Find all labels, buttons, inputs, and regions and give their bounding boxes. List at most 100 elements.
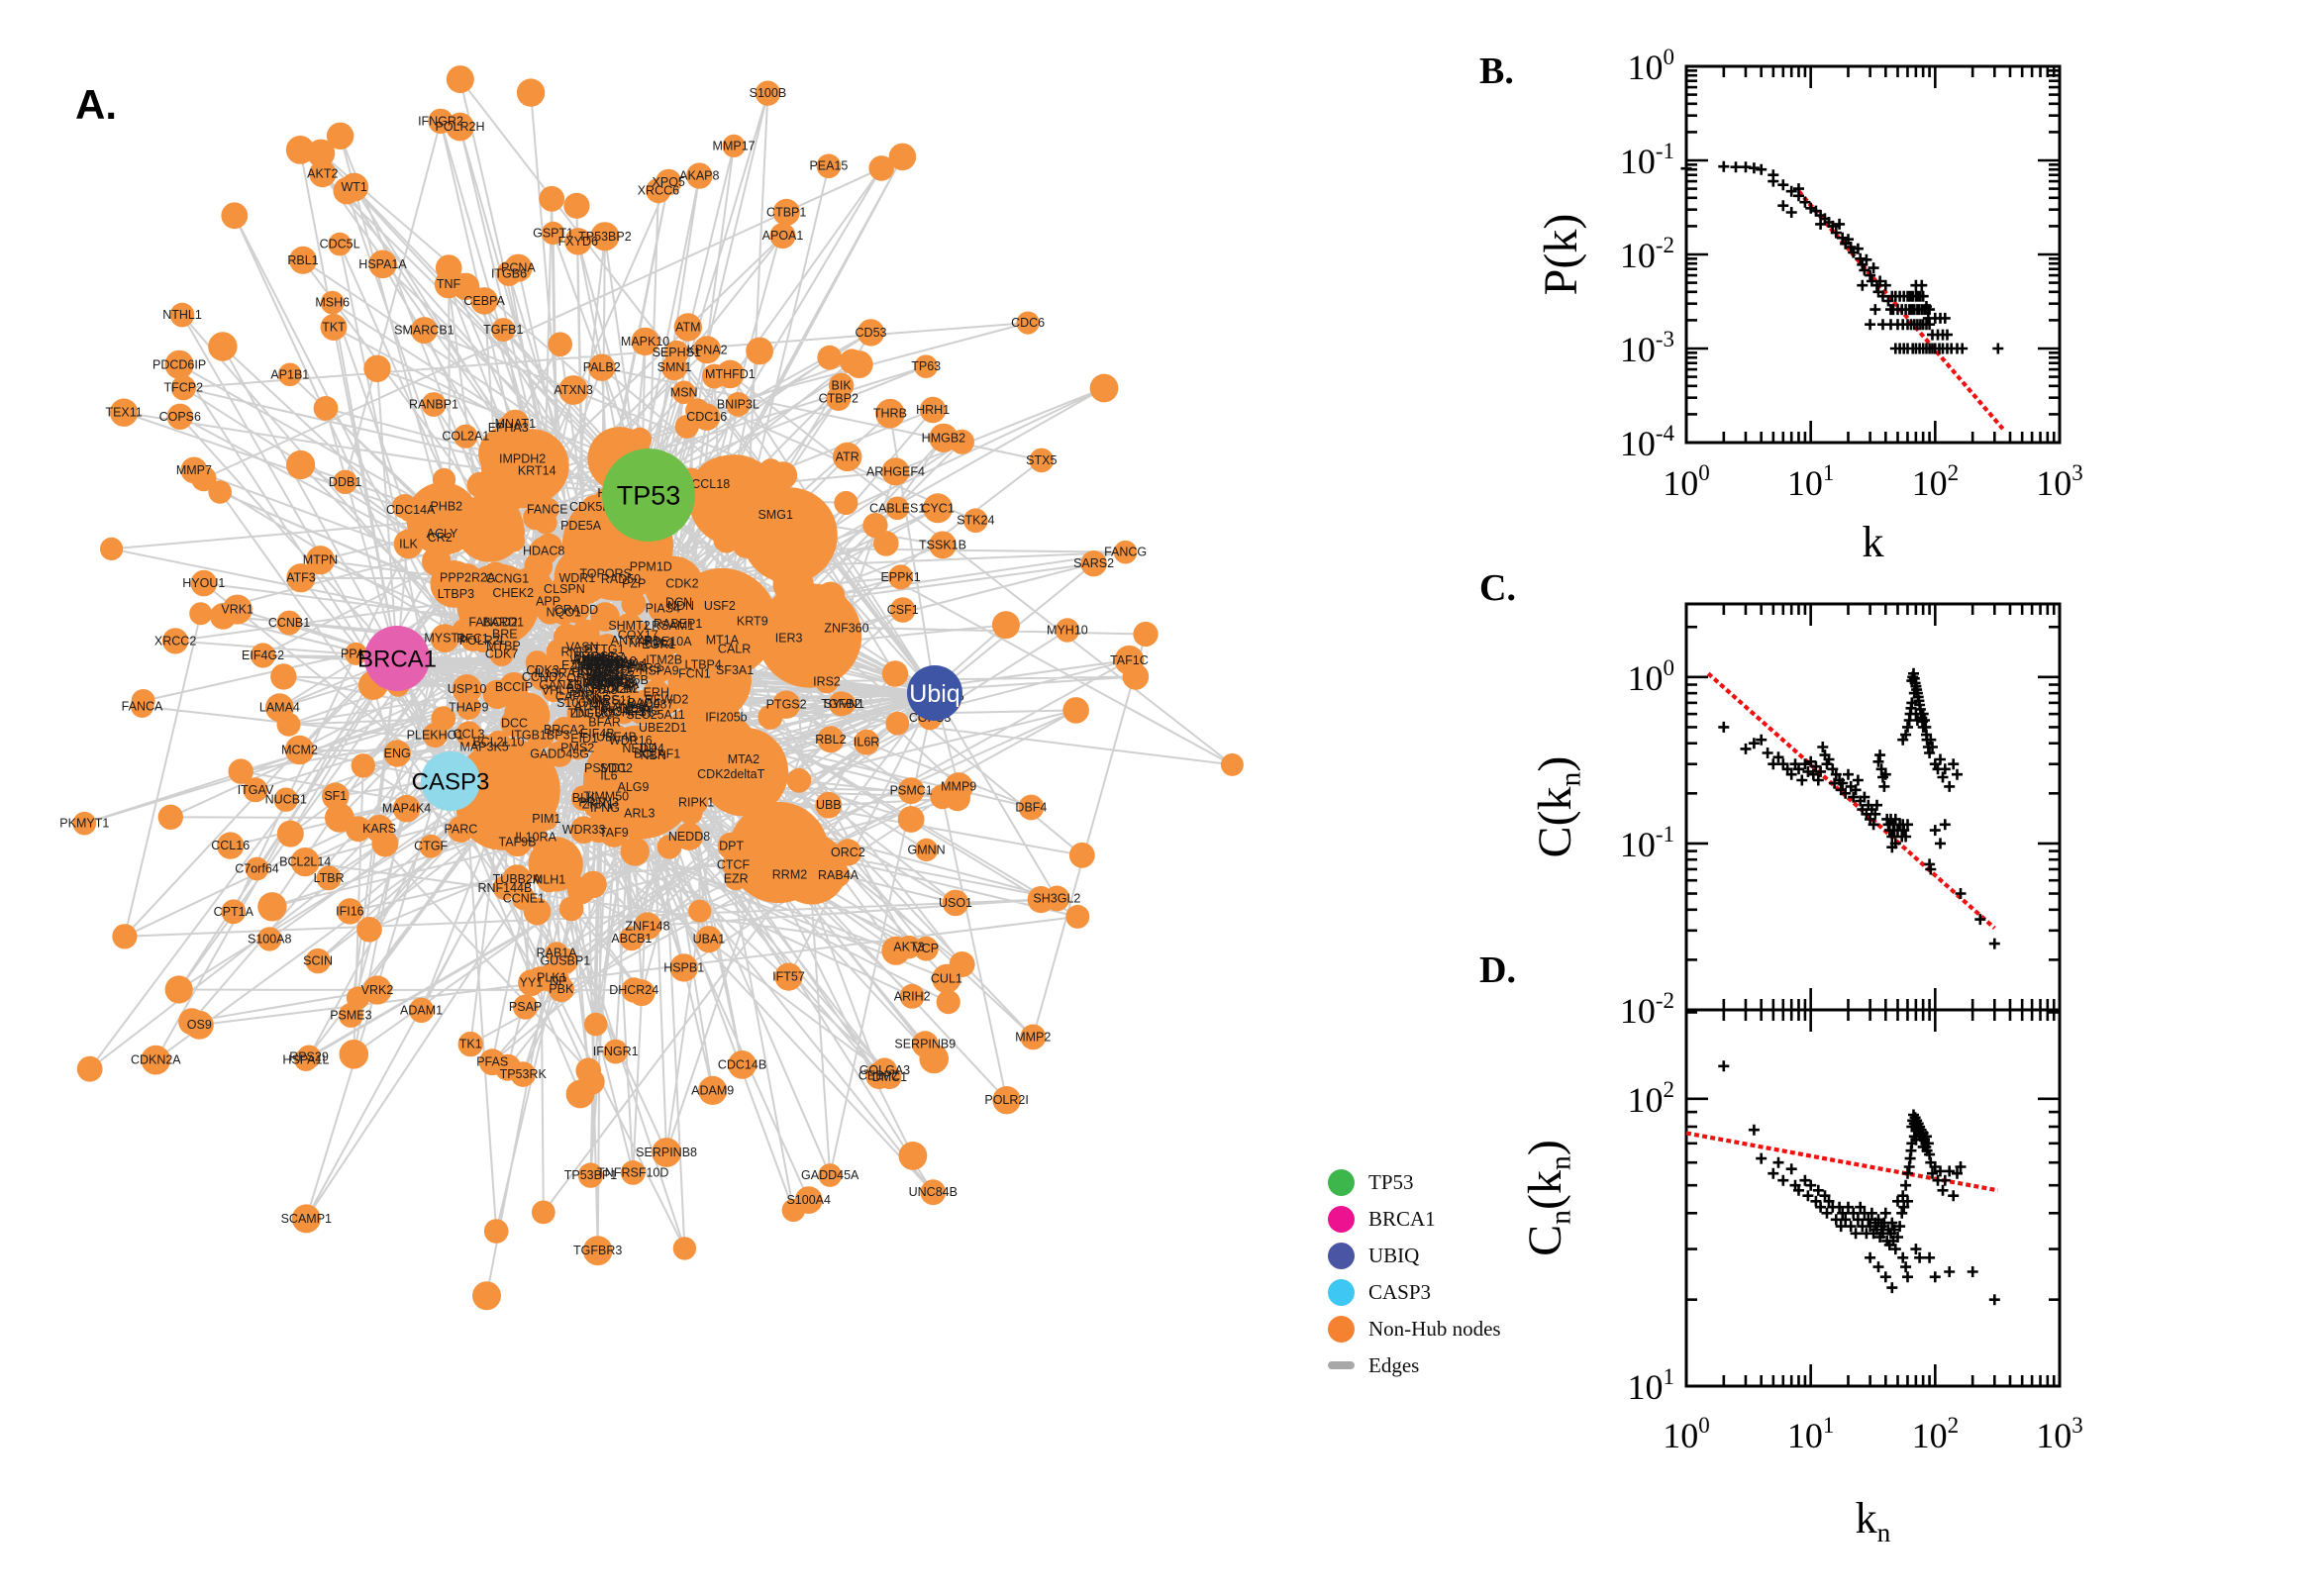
gene-label: DSG3 bbox=[586, 673, 620, 687]
gene-label: NEDD8 bbox=[668, 830, 710, 844]
gene-label: TP53BP2 bbox=[578, 230, 632, 244]
gene-label: RAD17 bbox=[580, 662, 620, 676]
non-hub-node bbox=[1018, 794, 1045, 821]
non-hub-node bbox=[562, 683, 589, 710]
gene-label: VTN bbox=[578, 656, 603, 670]
non-hub-node bbox=[1062, 697, 1089, 724]
gene-label: TFCP2 bbox=[164, 381, 204, 395]
non-hub-node bbox=[558, 896, 584, 922]
non-hub-node bbox=[442, 580, 470, 608]
gene-label: CCL3 bbox=[454, 727, 485, 741]
gene-label: PBK bbox=[549, 982, 574, 996]
gene-label: CR2 bbox=[428, 531, 453, 545]
gene-label: PARC bbox=[444, 823, 477, 837]
gene-label: MSH6 bbox=[315, 296, 350, 310]
network-legend: TP53 BRCA1 UBIQ CASP3 Non-Hub nodes Edges bbox=[1328, 1168, 1501, 1379]
gene-label: PKMYT1 bbox=[59, 817, 109, 831]
gene-label: HDAC1 bbox=[589, 662, 631, 676]
hub-label-casp3: CASP3 bbox=[412, 768, 490, 795]
gene-label: EGR1 bbox=[642, 638, 675, 651]
gene-label: CDK2 bbox=[665, 577, 698, 591]
gene-label: IFT57 bbox=[772, 970, 805, 984]
non-hub-node bbox=[516, 78, 546, 107]
gene-label: GADD45G bbox=[530, 748, 589, 761]
non-hub-node bbox=[592, 560, 620, 587]
gene-label: HSPA1L bbox=[282, 1052, 329, 1066]
non-hub-node bbox=[950, 429, 974, 454]
gene-label: ATM bbox=[675, 321, 700, 335]
gene-label: FXYD6 bbox=[558, 235, 598, 249]
non-hub-node bbox=[897, 806, 925, 833]
tick-label: 100 bbox=[1628, 45, 1675, 87]
non-hub-node bbox=[486, 730, 511, 754]
non-hub-node bbox=[245, 856, 269, 881]
gene-label: ELL bbox=[585, 654, 607, 668]
gene-label: GMNN bbox=[907, 843, 945, 856]
non-hub-node bbox=[875, 398, 905, 429]
non-hub-node bbox=[371, 830, 399, 857]
gene-label: GINS2 bbox=[596, 658, 634, 672]
gene-label: IFNG bbox=[590, 801, 620, 815]
hub-node-casp3 bbox=[421, 751, 480, 811]
non-hub-node bbox=[184, 1010, 214, 1040]
non-hub-node bbox=[888, 564, 914, 590]
gene-label: MLH1 bbox=[533, 873, 565, 887]
gene-label: NDN bbox=[667, 599, 694, 613]
panel-label-a: A. bbox=[75, 81, 117, 128]
gene-label: CDC16 bbox=[686, 410, 727, 424]
non-hub-node bbox=[755, 80, 781, 106]
non-hub-node bbox=[539, 185, 565, 212]
gene-label: TNFRSF10D bbox=[597, 1165, 668, 1179]
gene-label: CCL16 bbox=[211, 839, 250, 852]
non-hub-node bbox=[888, 143, 917, 171]
gene-label: PDE10A bbox=[645, 635, 693, 648]
gene-label: IL6R bbox=[854, 736, 879, 749]
gene-label: COPS2 bbox=[592, 676, 634, 690]
non-hub-node bbox=[619, 729, 643, 752]
gene-label: RFWD2 bbox=[645, 693, 688, 707]
gene-label: BLK bbox=[572, 791, 596, 805]
gene-label: TDG bbox=[568, 706, 594, 720]
non-hub-node bbox=[720, 655, 750, 685]
non-hub-node bbox=[885, 496, 909, 521]
non-hub-node bbox=[697, 470, 724, 498]
gene-label: MRE11 bbox=[592, 693, 633, 707]
non-hub-node bbox=[826, 862, 851, 888]
gene-label: DHCR24 bbox=[609, 983, 658, 997]
non-hub-node bbox=[208, 332, 238, 361]
gene-label: CABLES1 bbox=[869, 501, 925, 515]
gene-label: USP5 bbox=[576, 652, 609, 666]
gene-label: RRM2 bbox=[772, 868, 807, 882]
fit-line bbox=[1685, 1131, 1999, 1193]
gene-label: IFI16 bbox=[336, 904, 364, 918]
gene-label: ABCB1 bbox=[611, 932, 652, 946]
gene-label: COL2A1 bbox=[442, 430, 489, 444]
gene-label: FANCD2 bbox=[468, 615, 517, 629]
non-hub-node bbox=[833, 442, 862, 472]
non-hub-node bbox=[421, 392, 447, 417]
non-hub-node bbox=[592, 795, 618, 821]
gene-label: RAD23A bbox=[602, 702, 651, 716]
gene-label: RBL2 bbox=[815, 733, 846, 747]
non-hub-node bbox=[786, 767, 812, 793]
non-hub-node bbox=[585, 815, 613, 844]
non-hub-node bbox=[481, 610, 505, 634]
non-hub-node bbox=[563, 192, 590, 219]
non-hub-node bbox=[1044, 885, 1070, 912]
gene-label: CPT1A bbox=[214, 905, 254, 919]
gene-label: THBS1 bbox=[581, 654, 621, 668]
gene-label: CCNG1 bbox=[485, 572, 529, 586]
gene-label: MYH10 bbox=[1047, 624, 1088, 638]
non-hub-node bbox=[208, 480, 232, 504]
non-hub-node bbox=[491, 318, 516, 343]
non-hub-node bbox=[769, 223, 796, 249]
plot-frame bbox=[1684, 1008, 2062, 1388]
non-hub-node bbox=[333, 177, 360, 205]
non-hub-node bbox=[680, 659, 709, 688]
non-hub-node bbox=[392, 494, 418, 519]
gene-label: C7orf64 bbox=[235, 862, 279, 876]
gene-label: A2M bbox=[611, 682, 637, 696]
gene-label: VRK2 bbox=[361, 983, 394, 997]
non-hub-node bbox=[454, 424, 478, 449]
gene-label: ATF3 bbox=[286, 571, 316, 585]
